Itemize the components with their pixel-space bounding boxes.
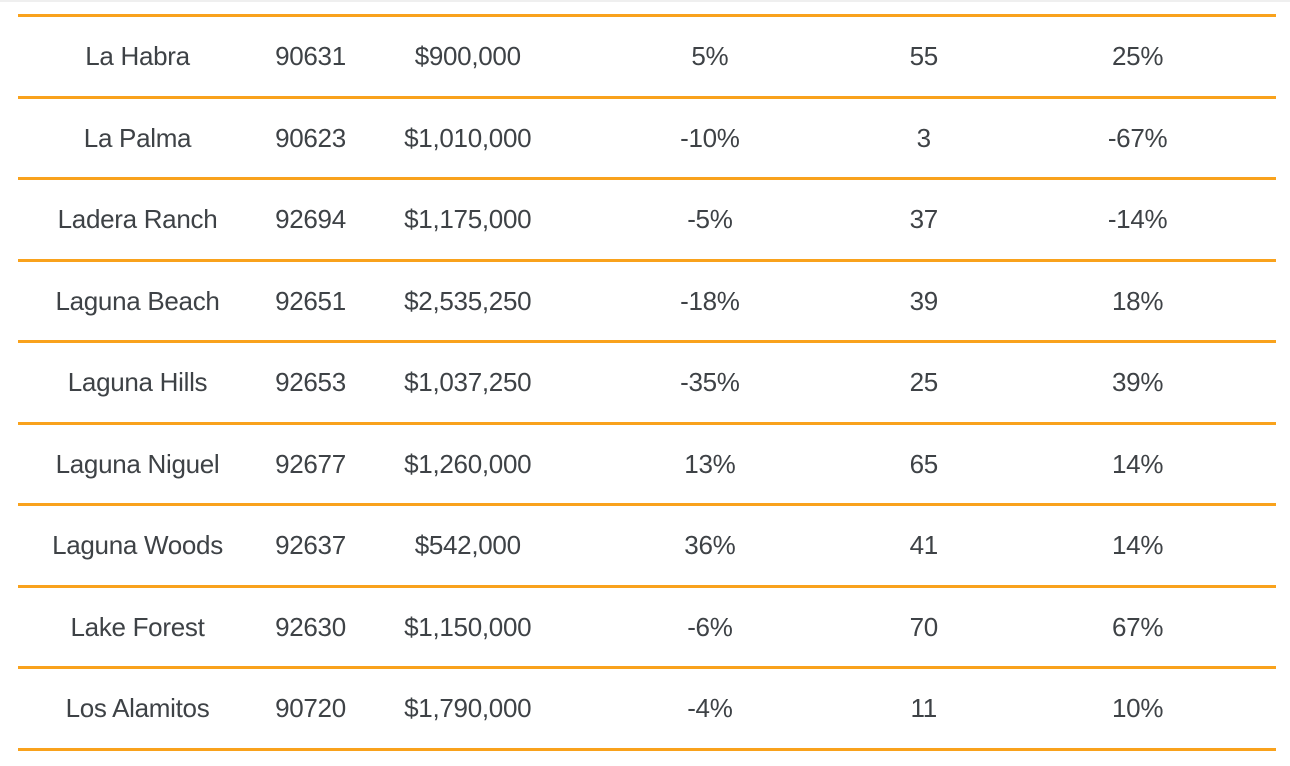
zip-code-cell: 90720 <box>275 693 346 724</box>
homes-sold-cell: 25 <box>909 367 939 398</box>
sold-change-pct-cell: -67% <box>1107 122 1168 153</box>
homes-sold-cell: 41 <box>909 530 939 561</box>
city-cell: La Habra <box>85 41 190 72</box>
table-row: Laguna Niguel 92677 $1,260,000 13% 65 14… <box>18 421 1276 504</box>
homes-sold-cell: 65 <box>909 448 939 479</box>
table-row: Los Alamitos 90720 $1,790,000 -4% 11 10% <box>18 666 1276 748</box>
sold-change-pct-cell: 14% <box>1112 530 1164 561</box>
table-row: Laguna Hills 92653 $1,037,250 -35% 25 39… <box>18 340 1276 422</box>
table-row: Laguna Woods 92637 $542,000 36% 41 14% <box>18 503 1276 585</box>
zip-code-cell: 92677 <box>275 448 346 479</box>
city-cell: La Palma <box>83 122 192 153</box>
sold-change-pct-cell: 10% <box>1112 693 1164 724</box>
homes-sold-cell: 70 <box>909 611 939 642</box>
price-change-pct-cell: 36% <box>684 530 736 561</box>
city-cell: Laguna Hills <box>67 367 208 398</box>
median-price-cell: $542,000 <box>414 530 521 561</box>
homes-sold-cell: 55 <box>909 41 939 72</box>
city-cell: Lake Forest <box>70 611 205 642</box>
sold-change-pct-cell: 39% <box>1112 367 1164 398</box>
homes-sold-cell: 11 <box>910 693 938 724</box>
homes-sold-cell: 3 <box>916 122 931 153</box>
zip-code-cell: 92653 <box>275 367 346 398</box>
sold-change-pct-cell: -14% <box>1107 204 1168 235</box>
city-cell: Laguna Woods <box>52 530 223 561</box>
table-row: Ladera Ranch 92694 $1,175,000 -5% 37 -14… <box>18 177 1276 259</box>
price-change-pct-cell: -35% <box>680 367 740 398</box>
median-price-cell: $1,037,250 <box>404 367 532 398</box>
median-price-cell: $1,150,000 <box>404 611 532 642</box>
sold-change-pct-cell: 18% <box>1112 285 1164 316</box>
sold-change-pct-cell: 67% <box>1112 611 1164 642</box>
homes-sold-cell: 39 <box>909 285 939 316</box>
zip-code-cell: 92694 <box>275 204 346 235</box>
homes-sold-cell: 37 <box>909 204 939 235</box>
price-change-pct-cell: 13% <box>684 448 736 479</box>
zip-code-cell: 92630 <box>275 611 346 642</box>
sold-change-pct-cell: 14% <box>1112 448 1164 479</box>
price-change-pct-cell: -6% <box>687 611 733 642</box>
median-price-cell: $1,260,000 <box>404 448 532 479</box>
zip-code-cell: 90631 <box>275 41 346 72</box>
price-change-pct-cell: -10% <box>680 122 740 153</box>
median-price-cell: $2,535,250 <box>404 285 532 316</box>
city-cell: Laguna Beach <box>55 285 220 316</box>
market-data-table: La Habra 90631 $900,000 5% 55 25% La Pal… <box>18 14 1276 751</box>
price-change-pct-cell: 5% <box>691 41 729 72</box>
table-row: Lake Forest 92630 $1,150,000 -6% 70 67% <box>18 584 1276 667</box>
price-change-pct-cell: -4% <box>687 693 733 724</box>
table-row: La Habra 90631 $900,000 5% 55 25% <box>18 14 1276 96</box>
city-cell: Ladera Ranch <box>57 204 218 235</box>
zip-code-cell: 90623 <box>275 122 346 153</box>
table-row: La Palma 90623 $1,010,000 -10% 3 -67% <box>18 95 1276 178</box>
table-row: Laguna Beach 92651 $2,535,250 -18% 39 18… <box>18 258 1276 341</box>
sold-change-pct-cell: 25% <box>1112 41 1164 72</box>
zip-code-cell: 92637 <box>275 530 346 561</box>
median-price-cell: $1,790,000 <box>404 693 532 724</box>
top-hairline-divider <box>0 0 1290 2</box>
city-cell: Laguna Niguel <box>55 448 220 479</box>
median-price-cell: $1,010,000 <box>404 122 532 153</box>
price-change-pct-cell: -18% <box>680 285 740 316</box>
zip-code-cell: 92651 <box>275 285 346 316</box>
city-cell: Los Alamitos <box>65 693 210 724</box>
median-price-cell: $900,000 <box>414 41 521 72</box>
price-change-pct-cell: -5% <box>687 204 733 235</box>
median-price-cell: $1,175,000 <box>404 204 532 235</box>
